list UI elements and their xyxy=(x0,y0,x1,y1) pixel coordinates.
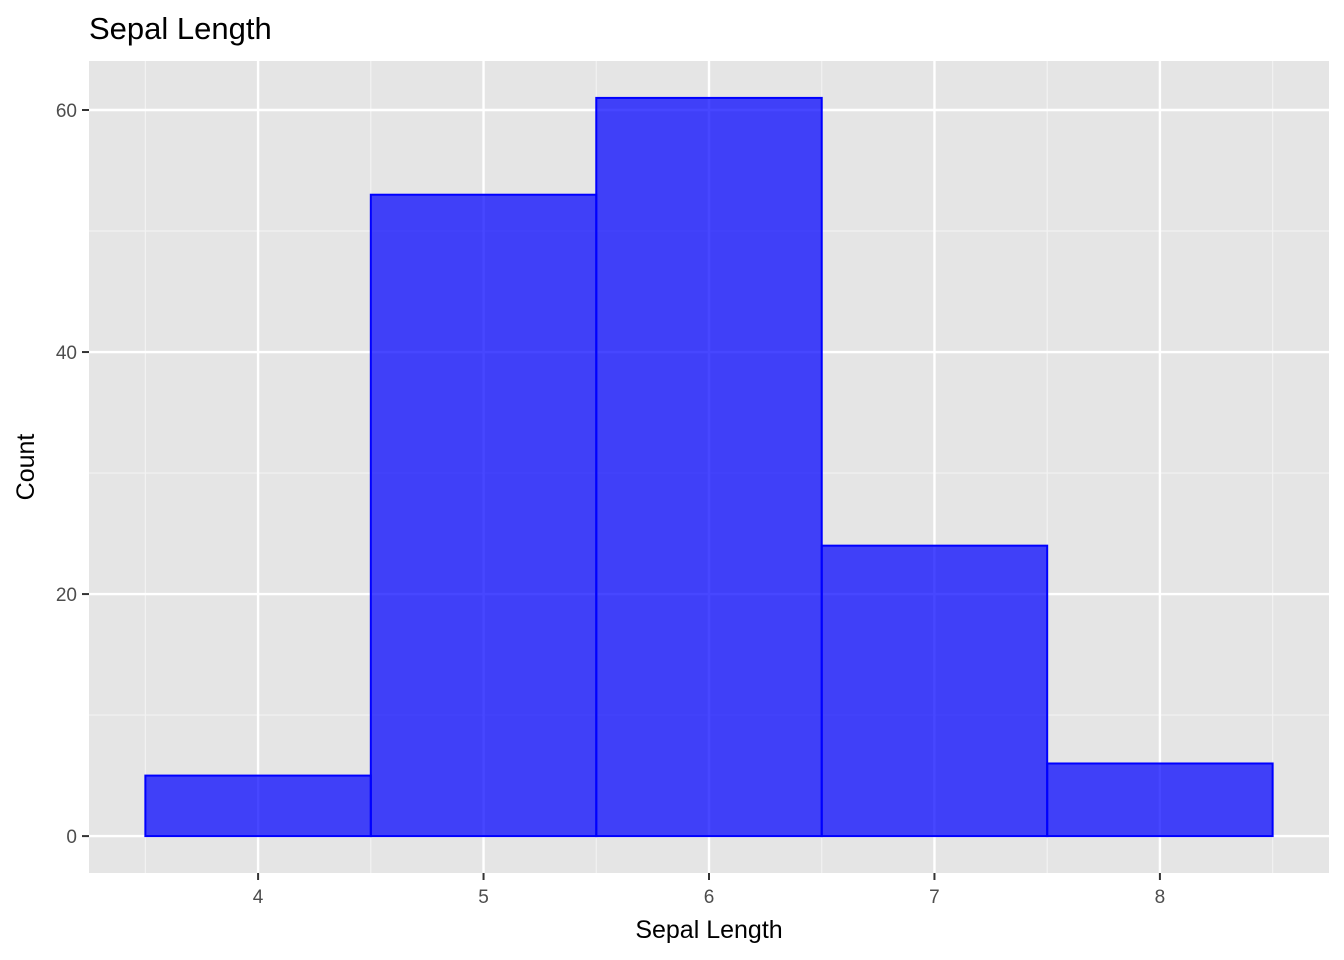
y-tick-label: 60 xyxy=(56,101,77,122)
histogram-bar xyxy=(1046,762,1274,838)
histogram-bars xyxy=(144,96,1274,838)
chart-title: Sepal Length xyxy=(89,11,272,46)
x-tick-label: 8 xyxy=(1155,887,1166,908)
x-axis-title: Sepal Length xyxy=(635,916,782,944)
x-axis: 4 5 6 7 8 xyxy=(253,873,1165,908)
x-tick-label: 7 xyxy=(929,887,940,908)
x-tick-label: 4 xyxy=(253,887,264,908)
x-tick-label: 5 xyxy=(478,887,489,908)
y-tick-label: 20 xyxy=(56,585,77,606)
histogram-bar xyxy=(820,544,1049,838)
histogram-bar xyxy=(595,96,823,838)
histogram-bar xyxy=(369,193,598,838)
y-tick-label: 40 xyxy=(56,343,77,364)
y-tick-label: 0 xyxy=(66,827,77,848)
histogram-bar xyxy=(144,774,372,838)
x-tick-label: 6 xyxy=(704,887,715,908)
y-axis-title: Count xyxy=(12,434,40,501)
y-axis: 0 20 40 60 xyxy=(56,101,89,848)
